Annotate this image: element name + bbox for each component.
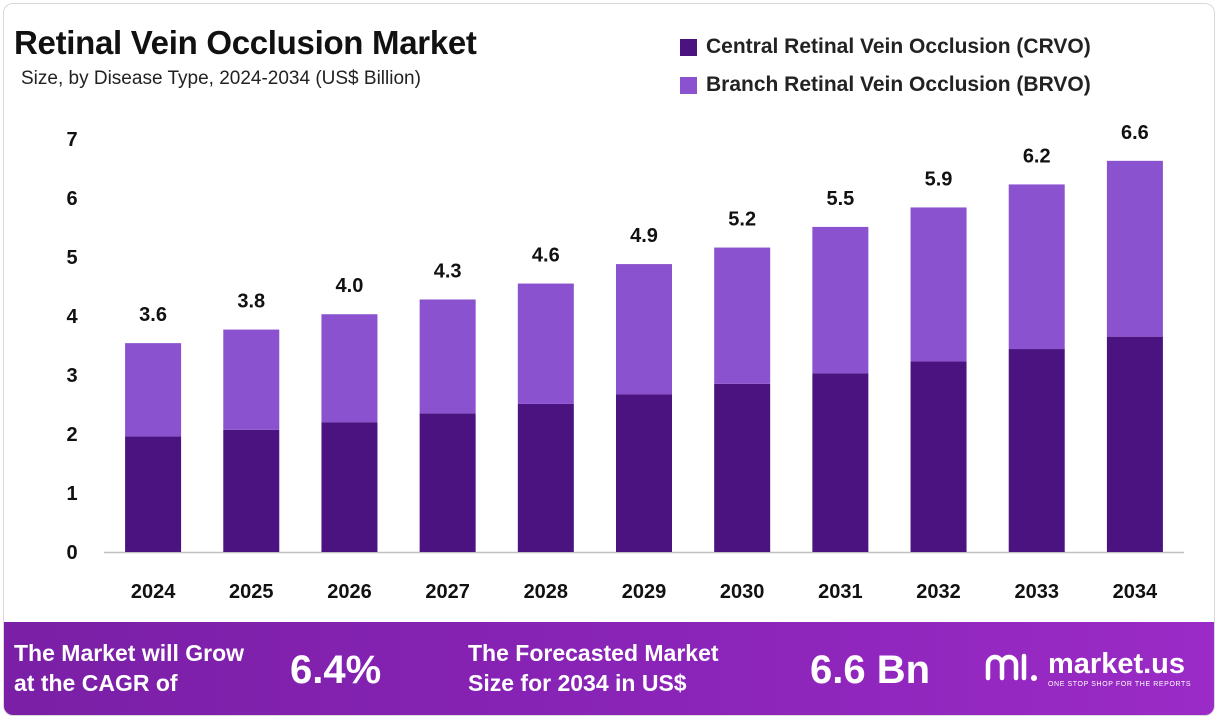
footer-banner: The Market will Grow at the CAGR of 6.4%… [4,622,1214,715]
bar-segment-crvo [223,429,280,552]
y-tick-label: 1 [66,483,77,505]
x-tick-label: 2030 [720,581,765,603]
cagr-label-line2: at the CAGR of [14,670,178,696]
bar-segment-crvo [714,383,771,552]
bar-segment-brvo [1106,160,1163,337]
bar-total-label: 6.2 [1023,145,1051,167]
y-tick-label: 7 [66,129,77,151]
chart-title: Retinal Vein Occlusion Market [14,24,477,61]
bar-segment-brvo [910,207,967,362]
y-tick-label: 0 [66,542,77,564]
bar-segment-brvo [616,264,672,395]
x-tick-label: 2024 [131,581,176,603]
legend-item-brvo: Branch Retinal Vein Occlusion (BRVO) [680,66,1091,104]
bar-segment-crvo [910,361,967,552]
market-us-logo-icon [985,653,1037,681]
x-tick-label: 2033 [1014,581,1059,603]
forecast-label-line1: The Forecasted Market [468,640,719,666]
bar-segment-crvo [812,373,869,552]
chart-frame: Retinal Vein Occlusion Market Size, by D… [3,3,1215,716]
bar-total-label: 6.6 [1121,122,1149,144]
forecast-value: 6.6 Bn [810,648,931,692]
bar-segment-brvo [321,314,378,423]
legend-label-crvo: Central Retinal Vein Occlusion (CRVO) [706,35,1091,58]
cagr-value: 6.4% [290,648,382,692]
chart-subtitle: Size, by Disease Type, 2024-2034 (US$ Bi… [21,68,421,89]
bar-segment-crvo [517,403,574,552]
legend: Central Retinal Vein Occlusion (CRVO) Br… [680,28,1091,104]
forecast-label-line2: Size for 2034 in US$ [468,670,687,696]
bar-segment-crvo [1106,336,1163,552]
y-tick-label: 5 [66,247,77,269]
bar-total-label: 3.6 [139,304,167,326]
legend-swatch-crvo [680,38,697,56]
forecast-label: The Forecasted Market Size for 2034 in U… [468,638,719,698]
legend-label-brvo: Branch Retinal Vein Occlusion (BRVO) [706,73,1091,96]
x-tick-label: 2031 [818,581,863,603]
bar-total-label: 5.2 [728,209,756,231]
bar-segment-brvo [1008,184,1065,350]
x-tick-label: 2034 [1113,581,1158,603]
cagr-label: The Market will Grow at the CAGR of [14,638,244,698]
brand-logo: market.us ONE STOP SHOP FOR THE REPORTS [984,648,1191,688]
bar-total-label: 4.0 [336,275,364,297]
brand-name: market.us [1048,647,1186,680]
bar-total-label: 5.9 [925,168,953,190]
bar-total-label: 4.6 [532,245,560,267]
x-tick-label: 2032 [916,581,961,603]
bar-segment-crvo [419,413,476,552]
bar-total-label: 4.9 [630,225,658,247]
bar-segment-brvo [419,299,476,414]
legend-swatch-brvo [680,76,697,94]
bar-segment-brvo [517,283,574,404]
bar-segment-crvo [616,394,672,552]
x-tick-label: 2025 [229,581,274,603]
y-tick-label: 3 [66,365,77,387]
bar-segment-crvo [125,436,182,552]
x-tick-label: 2026 [327,581,372,603]
y-tick-label: 6 [66,188,77,210]
y-tick-label: 4 [66,306,78,328]
bar-segment-brvo [223,329,280,430]
x-tick-label: 2027 [425,581,470,603]
brand-tagline: ONE STOP SHOP FOR THE REPORTS [1048,680,1192,688]
x-tick-label: 2028 [524,581,569,603]
bar-segment-brvo [714,247,771,384]
stacked-bar-chart: 0 1 2 3 4 5 6 7 3.6 2024 3.8 2025 4.0 2026 4.3 2027 4.6 2… [66,122,1184,603]
bar-total-label: 3.8 [237,291,265,313]
bar-segment-crvo [321,422,378,552]
bar-segment-brvo [125,343,182,437]
bar-segment-brvo [812,226,869,374]
legend-item-crvo: Central Retinal Vein Occlusion (CRVO) [680,28,1091,66]
cagr-label-line1: The Market will Grow [14,640,245,666]
y-tick-label: 2 [66,424,77,446]
x-tick-label: 2029 [622,581,667,603]
bar-segment-crvo [1008,349,1065,552]
bar-total-label: 5.5 [826,188,854,210]
bar-total-label: 4.3 [434,260,462,282]
